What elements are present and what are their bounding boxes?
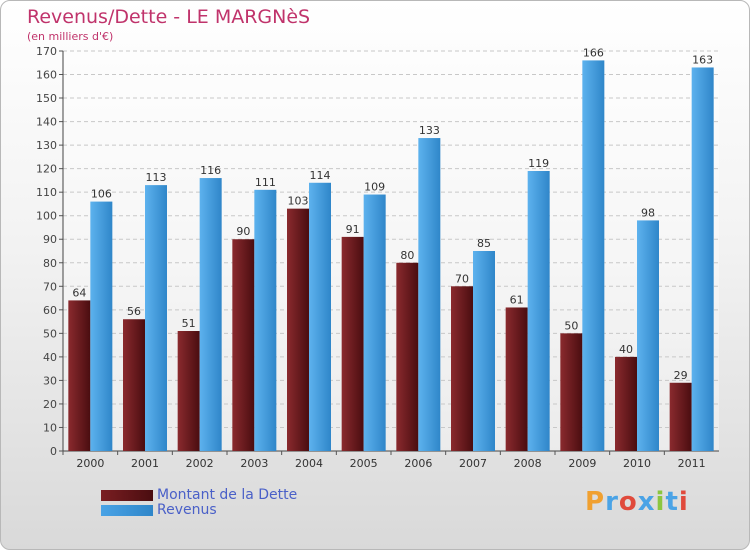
legend-label-dette: Montant de la Dette: [157, 487, 298, 503]
bar-dette: [615, 356, 637, 451]
data-label-revenus: 119: [528, 157, 549, 170]
data-label-revenus: 111: [255, 176, 276, 189]
bar-revenus: [418, 138, 441, 451]
chart-title: Revenus/Dette - LE MARGNèS: [27, 6, 311, 28]
y-tick-label: 130: [36, 139, 57, 152]
x-tick-label: 2007: [459, 457, 487, 470]
data-label-dette: 103: [288, 195, 309, 208]
y-tick-label: 40: [43, 351, 57, 364]
logo-letter: P: [585, 487, 606, 517]
y-tick-label: 60: [43, 304, 57, 317]
data-label-revenus: 166: [583, 46, 604, 59]
y-tick-label: 110: [36, 186, 57, 199]
data-label-revenus: 163: [692, 53, 713, 66]
y-tick-label: 170: [36, 45, 57, 58]
x-tick-label: 2010: [623, 457, 651, 470]
bar-revenus: [199, 178, 222, 451]
data-label-revenus: 109: [364, 181, 385, 194]
logo-letter: o: [618, 487, 638, 517]
y-tick-label: 20: [43, 398, 57, 411]
data-label-revenus: 98: [641, 206, 655, 219]
bar-dette: [505, 307, 528, 451]
chart-subtitle: (en milliers d'€): [27, 30, 114, 43]
data-label-revenus: 85: [477, 237, 491, 250]
bar-dette: [177, 331, 200, 451]
data-label-dette: 80: [400, 249, 414, 262]
y-tick-label: 50: [43, 327, 57, 340]
bar-revenus: [691, 67, 714, 452]
bar-revenus: [145, 185, 167, 451]
x-tick-label: 2005: [350, 457, 378, 470]
bar-revenus: [363, 194, 386, 451]
bar-dette: [560, 333, 583, 451]
data-label-revenus: 114: [310, 169, 331, 182]
y-tick-label: 150: [36, 92, 57, 105]
data-label-dette: 90: [236, 225, 250, 238]
bar-revenus: [254, 189, 277, 451]
data-label-dette: 50: [564, 319, 578, 332]
data-label-revenus: 116: [200, 164, 221, 177]
logo-letter: t: [665, 487, 679, 517]
x-tick-label: 2001: [131, 457, 159, 470]
bar-dette: [341, 236, 364, 451]
data-label-revenus: 133: [419, 124, 440, 137]
data-label-revenus: 113: [146, 171, 167, 184]
data-label-dette: 51: [182, 317, 196, 330]
x-tick-label: 2003: [240, 457, 268, 470]
x-tick-label: 2009: [568, 457, 596, 470]
logo-letter: x: [637, 487, 656, 517]
bar-revenus: [309, 182, 331, 451]
y-tick-label: 120: [36, 163, 57, 176]
proxiti-logo: Proxiti: [585, 487, 689, 517]
data-label-dette: 91: [346, 223, 360, 236]
logo-letter: i: [655, 487, 666, 517]
y-tick-label: 100: [36, 210, 57, 223]
y-tick-label: 70: [43, 280, 57, 293]
x-tick-label: 2000: [76, 457, 104, 470]
bar-dette: [232, 239, 255, 451]
bar-dette: [669, 382, 692, 451]
x-tick-label: 2011: [678, 457, 706, 470]
bar-dette: [287, 208, 309, 451]
bar-revenus: [473, 251, 495, 451]
bar-dette: [123, 319, 145, 451]
data-label-dette: 70: [455, 272, 469, 285]
bar-revenus: [582, 60, 605, 451]
bar-dette: [451, 286, 473, 451]
data-label-dette: 56: [127, 305, 141, 318]
data-label-dette: 61: [510, 293, 524, 306]
bar-revenus: [90, 201, 113, 451]
x-tick-label: 2004: [295, 457, 323, 470]
legend-label-revenus: Revenus: [157, 502, 217, 518]
x-tick-label: 2008: [514, 457, 542, 470]
y-tick-label: 0: [50, 445, 57, 458]
y-tick-label: 30: [43, 374, 57, 387]
data-label-dette: 29: [674, 369, 688, 382]
data-label-dette: 64: [72, 286, 86, 299]
logo-letter: r: [605, 487, 619, 517]
bar-dette: [68, 300, 91, 451]
plot-area: [63, 51, 719, 451]
x-tick-label: 2002: [186, 457, 214, 470]
y-tick-label: 90: [43, 233, 57, 246]
logo-letter: i: [678, 487, 689, 517]
bar-revenus: [527, 171, 550, 451]
y-tick-label: 140: [36, 116, 57, 129]
data-label-revenus: 106: [91, 188, 112, 201]
y-tick-label: 10: [43, 421, 57, 434]
x-tick-label: 2006: [404, 457, 432, 470]
data-label-dette: 40: [619, 343, 633, 356]
legend-swatch-dette: [101, 490, 153, 501]
y-tick-label: 160: [36, 69, 57, 82]
y-tick-label: 80: [43, 257, 57, 270]
legend-swatch-revenus: [101, 505, 153, 516]
bar-dette: [396, 262, 419, 451]
bar-revenus: [637, 220, 659, 451]
